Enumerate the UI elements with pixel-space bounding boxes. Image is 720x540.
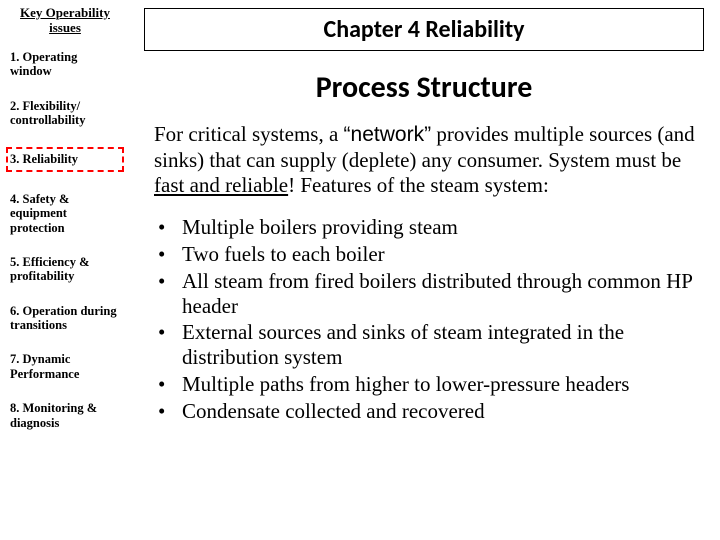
bullet-5: Multiple paths from higher to lower-pres…: [154, 372, 702, 397]
chapter-title: Chapter 4 Reliability: [144, 8, 704, 51]
sidebar-header: Key Operability issues: [8, 6, 122, 36]
sidebar-item-5: 5. Efficiency & profitability: [8, 255, 122, 284]
main-content: Chapter 4 Reliability Process Structure …: [138, 8, 710, 425]
intro-paragraph: For critical systems, a “network” provid…: [138, 122, 710, 197]
bullet-2: Two fuels to each boiler: [154, 242, 702, 267]
sidebar: Key Operability issues 1. Operating wind…: [0, 0, 128, 540]
bullet-list: Multiple boilers providing steam Two fue…: [138, 215, 710, 423]
sidebar-item-7: 7. Dynamic Performance: [8, 352, 122, 381]
bullet-6: Condensate collected and recovered: [154, 399, 702, 424]
section-title: Process Structure: [138, 69, 710, 106]
sidebar-item-6: 6. Operation during transitions: [8, 304, 122, 333]
sidebar-item-1: 1. Operating window: [8, 50, 122, 79]
para-pre: For critical systems, a: [154, 122, 344, 146]
bullet-4: External sources and sinks of steam inte…: [154, 320, 702, 370]
sidebar-item-4: 4. Safety & equipment protection: [8, 192, 122, 235]
bullet-3: All steam from fired boilers distributed…: [154, 269, 702, 319]
sidebar-item-8: 8. Monitoring & diagnosis: [8, 401, 122, 430]
para-post: ! Features of the steam system:: [288, 173, 549, 197]
para-network: network: [351, 123, 425, 146]
para-fast: fast and reliable: [154, 173, 288, 197]
sidebar-item-3: 3. Reliability: [6, 147, 124, 171]
quote-open: “: [344, 123, 351, 146]
bullet-1: Multiple boilers providing steam: [154, 215, 702, 240]
sidebar-item-2: 2. Flexibility/ controllability: [8, 99, 122, 128]
